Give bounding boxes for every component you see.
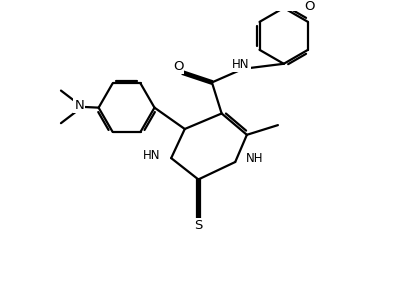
Text: S: S xyxy=(194,219,202,232)
Text: N: N xyxy=(74,99,84,112)
Text: HN: HN xyxy=(232,58,250,71)
Text: HN: HN xyxy=(143,149,160,162)
Text: O: O xyxy=(173,60,184,73)
Text: O: O xyxy=(304,0,315,13)
Text: NH: NH xyxy=(246,152,264,165)
